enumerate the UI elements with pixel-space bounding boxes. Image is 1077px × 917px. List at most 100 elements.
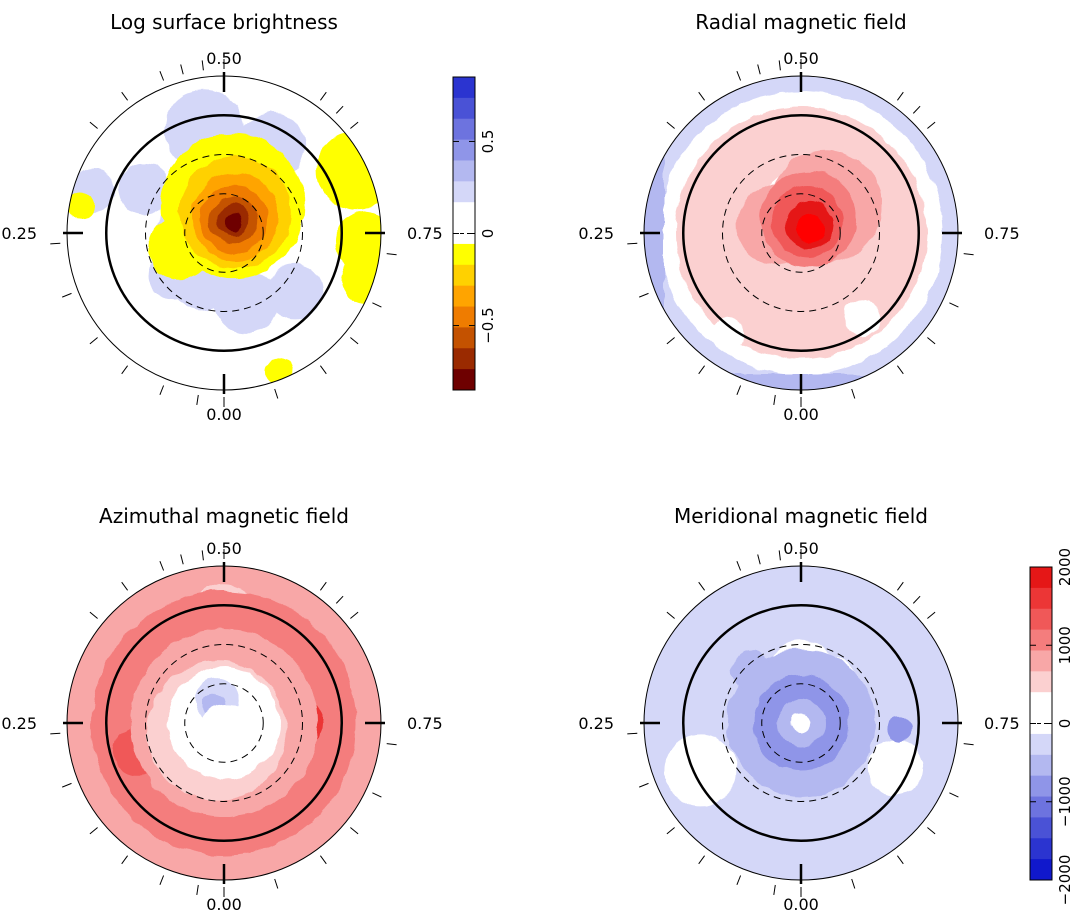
colorbar-segment <box>453 369 475 391</box>
colorbar-segment <box>453 160 475 182</box>
colorbar-segment <box>1030 796 1052 818</box>
observed-phase-tick <box>196 394 199 405</box>
chart-title: Meridional magnetic field <box>674 504 928 528</box>
observed-phase-tick <box>372 792 382 798</box>
latitude-30-circle <box>145 154 303 312</box>
observed-phase-tick <box>350 337 359 345</box>
latitude-60-circle <box>184 193 264 273</box>
observed-phase-tick <box>698 581 706 591</box>
observed-phase-tick <box>773 884 776 895</box>
colorbar-segment <box>453 264 475 287</box>
observed-phase-tick <box>757 64 761 75</box>
observed-phase-tick <box>121 91 129 101</box>
phase-label-left: 0.25 <box>1 714 37 733</box>
observed-phase-tick <box>89 827 98 835</box>
observed-phase-tick <box>963 253 974 256</box>
observed-phase-tick <box>50 732 61 735</box>
chart-title: Azimuthal magnetic field <box>99 504 349 528</box>
observed-phase-tick <box>121 581 129 591</box>
latitude-60-circle <box>761 193 841 273</box>
colorbar-tick-label: 2000 <box>1056 548 1074 586</box>
observed-phase-tick <box>666 827 675 835</box>
observed-phase-tick <box>319 581 327 591</box>
colorbar-segment <box>1030 671 1052 693</box>
colorbar-tick-label: −2000 <box>1056 855 1074 906</box>
observed-phase-tick <box>121 365 129 375</box>
colorbar-segment <box>1030 650 1052 672</box>
observed-phase-tick <box>949 792 959 798</box>
observed-phase-tick <box>927 827 936 835</box>
observed-phase-tick <box>639 292 649 298</box>
observed-phase-tick <box>627 242 638 245</box>
colorbar-segment <box>1030 567 1052 589</box>
colorbar-segment <box>1030 733 1052 756</box>
observed-phase-tick <box>963 743 974 746</box>
latitude-30-circle <box>145 644 303 802</box>
colorbar-segment <box>453 181 475 203</box>
colorbar-tick-label: 0 <box>1056 719 1074 729</box>
observed-phase-tick <box>319 855 327 865</box>
observed-phase-tick <box>927 337 936 345</box>
phase-label-top: 0.50 <box>783 49 819 68</box>
phase-label-right: 0.75 <box>407 714 443 733</box>
observed-phase-tick <box>778 60 781 71</box>
chart-title: Log surface brightness <box>110 10 338 34</box>
observed-phase-tick <box>949 302 959 308</box>
observed-phase-tick <box>350 611 359 619</box>
observed-phase-tick <box>335 105 344 114</box>
colorbar-segment <box>453 243 475 266</box>
map-fill <box>67 566 381 880</box>
colorbar-segment <box>1030 859 1052 881</box>
observed-phase-tick <box>757 554 761 565</box>
colorbar-tick-label: 1000 <box>1056 626 1074 664</box>
colorbar-tick-label: 0 <box>479 229 497 239</box>
observed-phase-tick <box>159 385 165 395</box>
equator-circle <box>682 604 920 842</box>
observed-phase-tick <box>319 91 327 101</box>
colorbar-segment <box>1030 838 1052 860</box>
colorbar-segment <box>453 118 475 140</box>
observed-phase-tick <box>736 385 742 395</box>
colorbar-segment <box>453 306 475 328</box>
colorbar-tick-label: 0.5 <box>479 130 497 154</box>
phase-label-bottom: 0.00 <box>206 895 242 914</box>
observed-phase-tick <box>89 121 98 129</box>
observed-phase-tick <box>159 561 165 571</box>
observed-phase-tick <box>196 884 199 895</box>
colorbar-segment <box>453 77 475 99</box>
observed-phase-tick <box>851 388 856 399</box>
map-region <box>214 269 279 334</box>
map-region <box>264 357 293 386</box>
map-region <box>266 263 323 320</box>
phase-label-top: 0.50 <box>206 539 242 558</box>
observed-phase-tick <box>627 732 638 735</box>
observed-phase-tick <box>159 875 165 885</box>
observed-phase-tick <box>201 550 204 561</box>
observed-phase-tick <box>386 253 397 256</box>
colorbar-segment <box>1030 775 1052 797</box>
observed-phase-tick <box>896 91 904 101</box>
map-region <box>711 317 744 350</box>
observed-phase-tick <box>386 743 397 746</box>
observed-phase-tick <box>62 782 72 788</box>
observed-phase-tick <box>180 554 184 565</box>
phase-label-top: 0.50 <box>206 49 242 68</box>
phase-label-right: 0.75 <box>984 714 1020 733</box>
colorbar-brightness: −0.5 0 0.5 <box>452 76 497 391</box>
colorbar-segment <box>453 97 475 120</box>
observed-phase-tick <box>778 550 781 561</box>
colorbar-tick-label: −1000 <box>1056 776 1074 827</box>
colorbar-tick-label: −0.5 <box>479 307 497 343</box>
phase-label-bottom: 0.00 <box>783 405 819 424</box>
map-region <box>198 705 258 766</box>
colorbar-segment <box>1030 754 1052 777</box>
observed-phase-tick <box>89 337 98 345</box>
colorbar-segment <box>1030 692 1052 714</box>
map-region <box>664 734 737 807</box>
observed-phase-tick <box>350 827 359 835</box>
map-fill <box>644 76 958 390</box>
observed-phase-tick <box>896 365 904 375</box>
phase-label-bottom: 0.00 <box>783 895 819 914</box>
colorbar-segment <box>1030 587 1052 610</box>
